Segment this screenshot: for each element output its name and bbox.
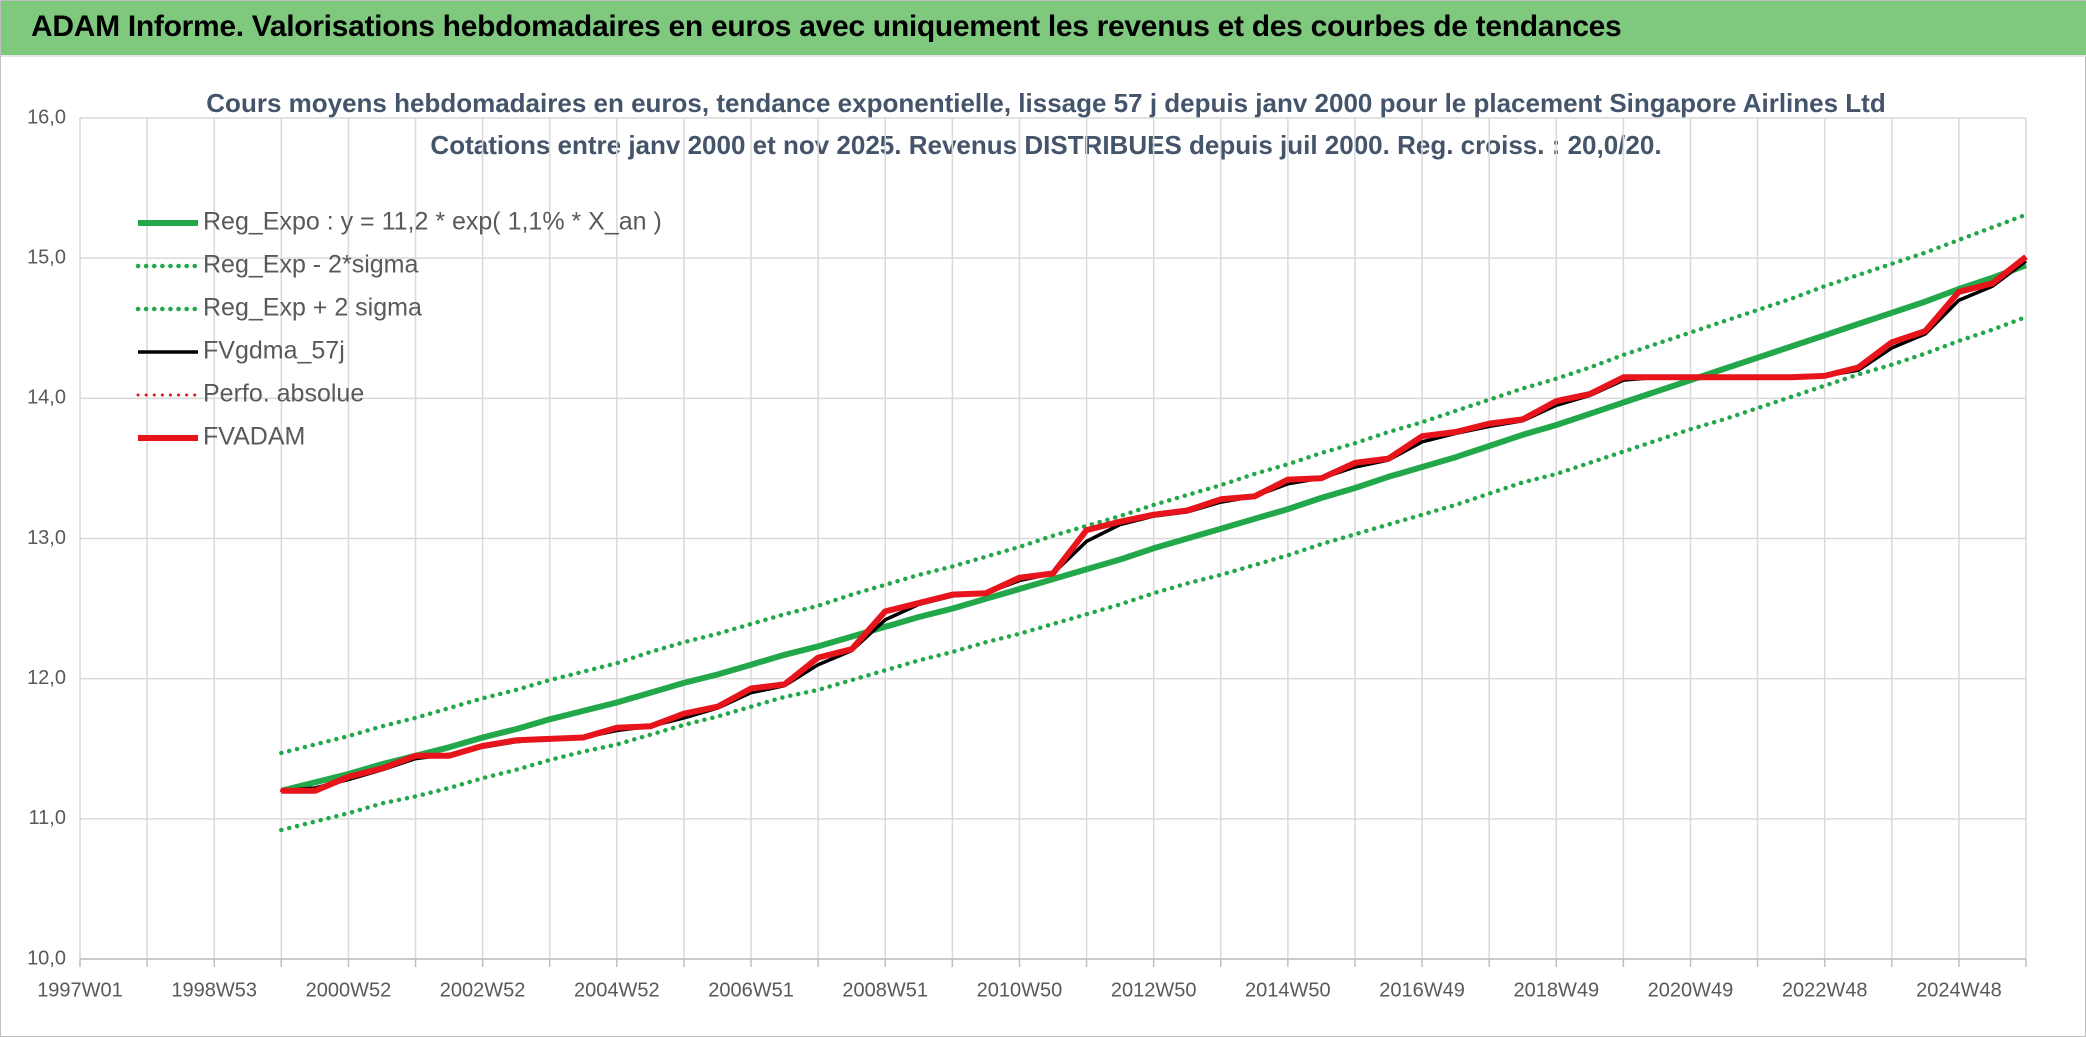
legend-label: Reg_Expo : y = 11,2 * exp( 1,1% * X_an )	[203, 208, 662, 236]
y-tick-label: 10,0	[27, 947, 66, 969]
x-tick-label: 2002W52	[440, 979, 526, 1001]
x-tick-label: 2016W49	[1379, 979, 1465, 1001]
x-tick-label: 2024W48	[1916, 979, 2002, 1001]
x-tick-label: 2008W51	[842, 979, 928, 1001]
legend-label: Reg_Exp - 2*sigma	[203, 251, 418, 279]
series-line	[280, 262, 2028, 794]
series-line	[279, 314, 2029, 833]
x-tick-label: 2020W49	[1648, 979, 1734, 1001]
legend-label: Perfo. absolue	[203, 380, 364, 408]
x-tick-label: 1997W01	[37, 979, 123, 1001]
y-tick-label: 16,0	[27, 106, 66, 128]
legend-label: Reg_Exp + 2 sigma	[203, 294, 422, 322]
header-title: ADAM Informe. Valorisations hebdomadaire…	[31, 10, 1622, 43]
x-tick-label: 2010W50	[977, 979, 1063, 1001]
x-tick-label: 2014W50	[1245, 979, 1331, 1001]
x-tick-label: 2004W52	[574, 979, 660, 1001]
series-line	[281, 254, 2028, 794]
x-tick-label: 2018W49	[1513, 979, 1599, 1001]
y-tick-label: 15,0	[27, 246, 66, 268]
chart-title: Cours moyens hebdomadaires en euros, ten…	[206, 88, 1885, 118]
y-tick-label: 14,0	[27, 387, 66, 409]
series-line	[279, 212, 2029, 756]
legend-label: FVgdma_57j	[203, 337, 345, 365]
chart: Cours moyens hebdomadaires en euros, ten…	[27, 88, 2029, 1001]
x-tick-label: 2022W48	[1782, 979, 1868, 1001]
chart-subtitle: Cotations entre janv 2000 et nov 2025. R…	[430, 130, 1661, 160]
y-tick-label: 12,0	[27, 667, 66, 689]
legend-label: FVADAM	[203, 423, 305, 451]
header-bar: ADAM Informe. Valorisations hebdomadaire…	[1, 1, 2086, 57]
y-tick-label: 13,0	[27, 527, 66, 549]
x-tick-label: 2006W51	[708, 979, 794, 1001]
x-tick-label: 2000W52	[306, 979, 392, 1001]
y-tick-label: 11,0	[29, 807, 66, 829]
x-tick-label: 1998W53	[171, 979, 257, 1001]
x-tick-label: 2012W50	[1111, 979, 1197, 1001]
